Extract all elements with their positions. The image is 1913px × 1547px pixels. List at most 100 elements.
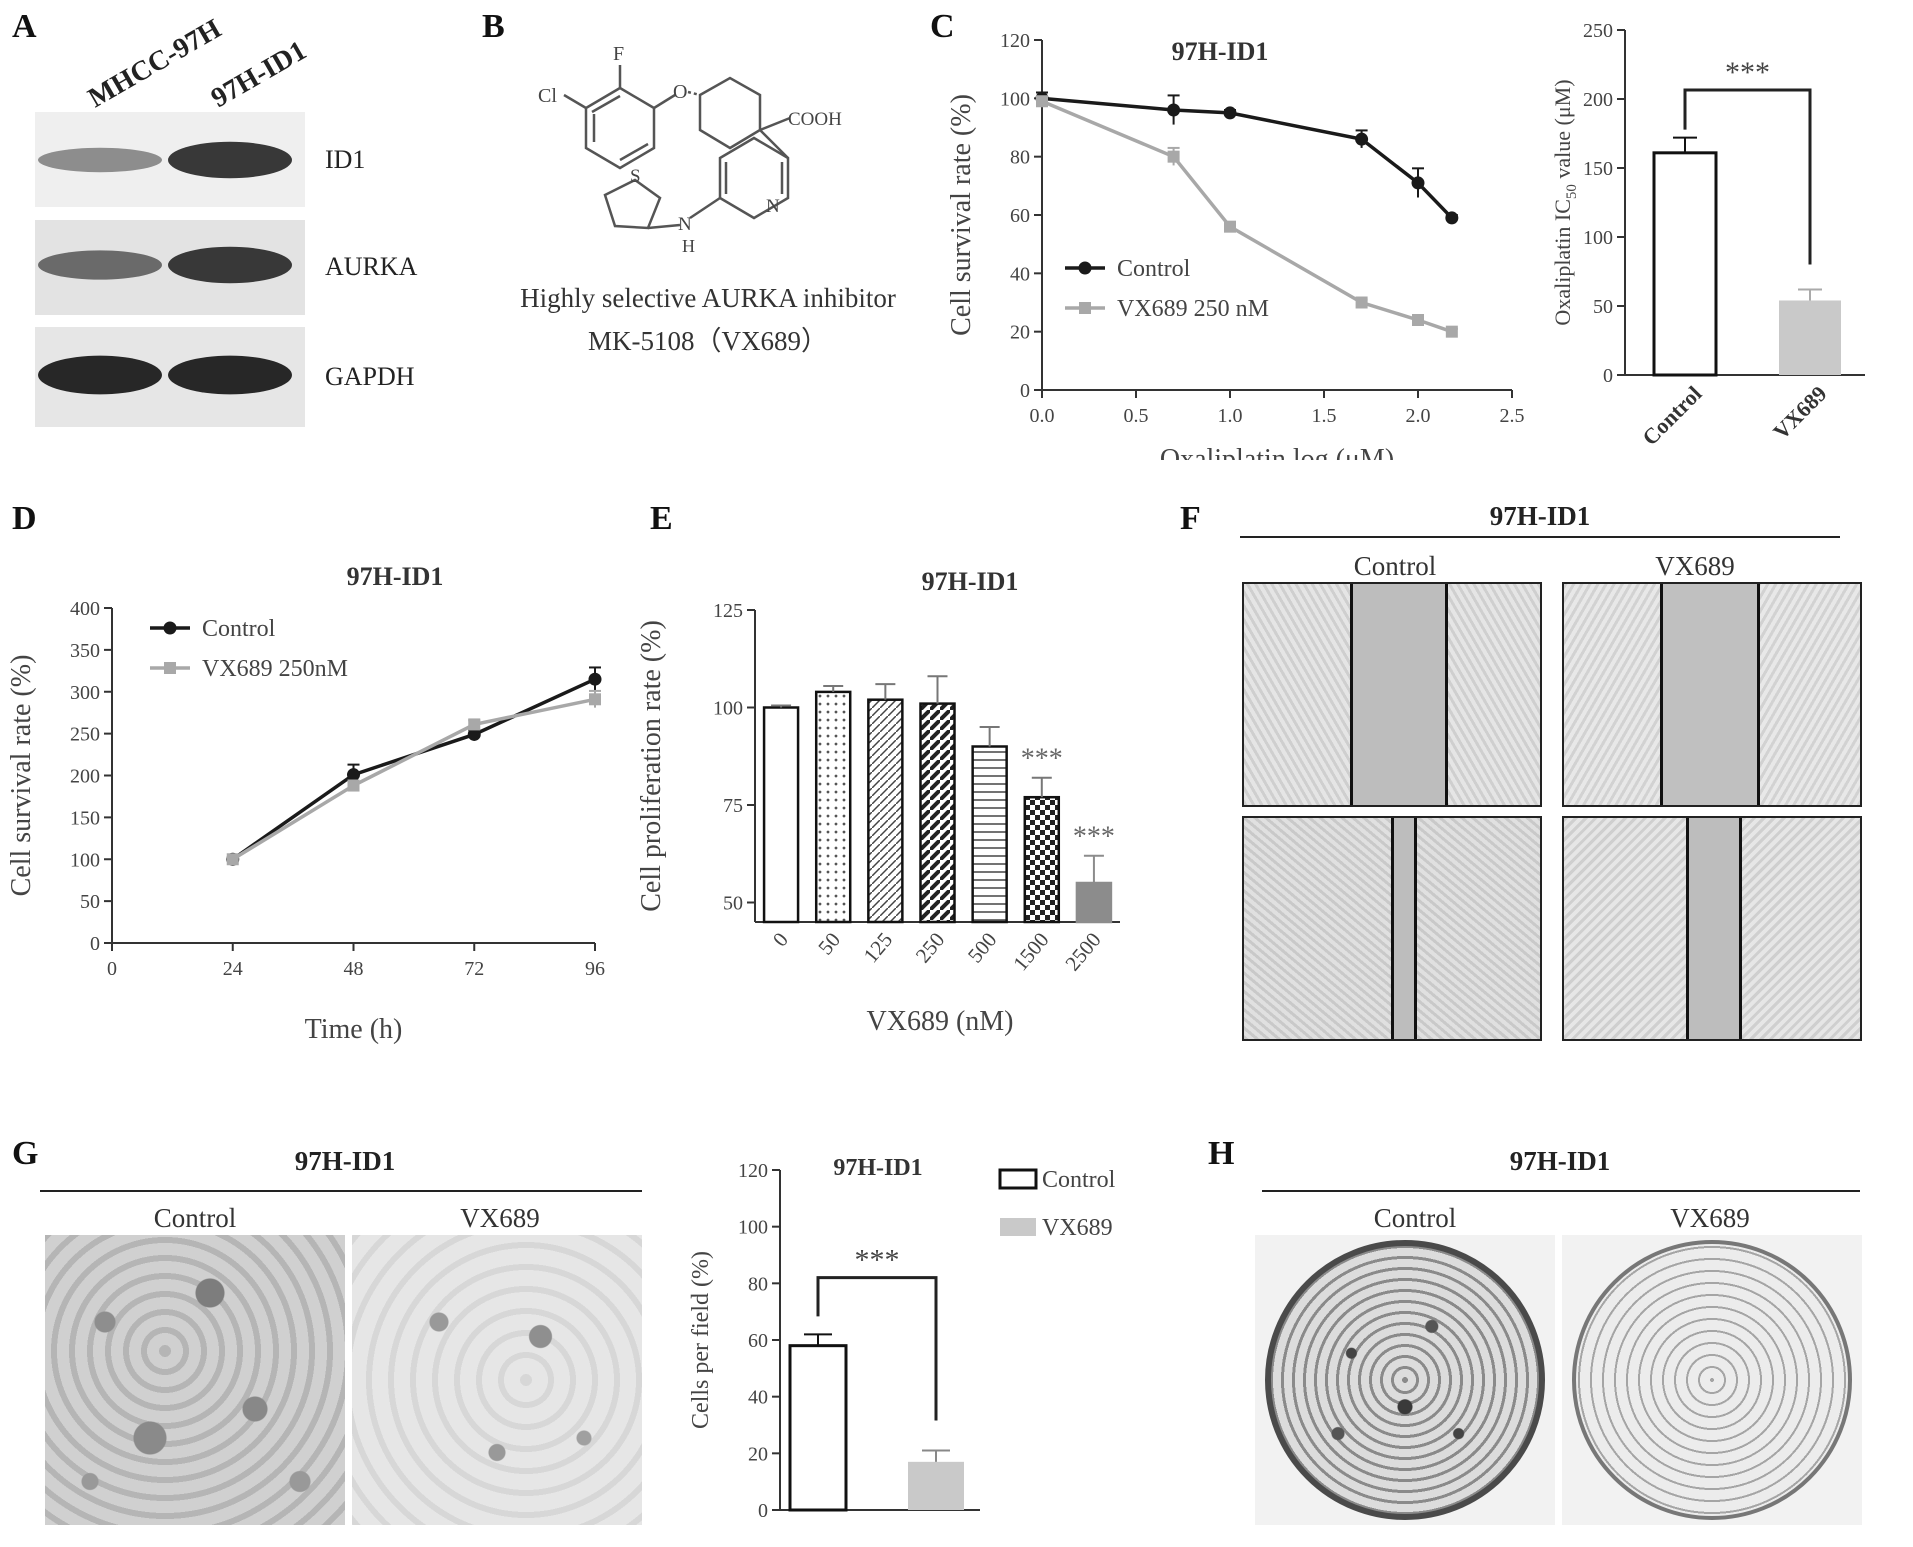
chart-d-survival-time: 0 50 100 150 200 250 300 350 400 0 24 48 72 96 Time (h… [6, 562, 605, 1045]
x-tick-label: 1500 [1008, 928, 1053, 976]
legend-label: VX689 250nM [202, 656, 348, 682]
panel-g-col-vx689: VX689 [460, 1203, 540, 1233]
x-tick-label: 0.5 [1124, 405, 1149, 427]
significance-label: *** [1073, 822, 1115, 853]
bar-0 [762, 706, 800, 924]
y-axis-label: Cells per field (%) [688, 1251, 714, 1429]
atom-h: H [682, 236, 695, 256]
x-tick-label: 500 [963, 928, 1002, 968]
y-tick-label: 100 [1583, 227, 1613, 249]
bar-500 [971, 745, 1008, 924]
bar-control [788, 1344, 848, 1512]
band-label-gapdh: GAPDH [325, 362, 415, 391]
band-label-id1: ID1 [325, 145, 365, 174]
significance-bracket [816, 1276, 938, 1421]
chart-e-proliferation: 50 75 100 125 Cell proliferation rate (%) 97H… [640, 567, 1120, 1037]
y-tick-label: 20 [1010, 322, 1030, 344]
colony-plate-vx689 [1562, 1235, 1862, 1525]
panel-f-col-control: Control [1354, 551, 1437, 581]
atom-n-amine: N [678, 214, 692, 235]
x-tick-label: 2500 [1060, 928, 1105, 976]
chart-title: 97H-ID1 [833, 1155, 922, 1181]
blot-band-aurka-lane2 [168, 246, 292, 284]
data-point [226, 853, 239, 866]
y-tick-label: 100 [713, 698, 743, 720]
y-tick-label: 250 [70, 724, 100, 746]
bar-vx689 [1779, 300, 1841, 375]
y-tick-label: 0 [90, 933, 100, 955]
x-tick-label: 250 [911, 928, 950, 968]
transwell-control [45, 1235, 345, 1525]
bar-1500 [1023, 795, 1061, 924]
bar-control [1652, 151, 1718, 377]
y-tick-label: 0 [1603, 365, 1613, 387]
transwell-vx689 [352, 1235, 642, 1525]
bar-2500 [1075, 881, 1113, 924]
panel-h-col-control: Control [1374, 1203, 1457, 1233]
y-tick-label: 75 [723, 795, 743, 817]
data-point [468, 718, 481, 731]
blot-band-id1-lane1 [38, 147, 162, 173]
panel-letter-g: G [12, 1135, 39, 1172]
y-tick-label: 0 [1020, 380, 1030, 402]
panel-h-title: 97H-ID1 [1510, 1146, 1611, 1176]
panel-f-title: 97H-ID1 [1490, 501, 1591, 531]
y-tick-label: 200 [1583, 89, 1613, 111]
x-tick-label: 50 [813, 928, 845, 960]
panel-h-col-vx689: VX689 [1670, 1203, 1750, 1233]
x-tick-label: 24 [223, 958, 243, 980]
legend-marker [164, 662, 176, 674]
y-tick-label: 300 [70, 682, 100, 704]
panel-g-header: 97H-ID1 Control VX689 [40, 1146, 642, 1233]
panel-letter-c: C [930, 8, 955, 45]
x-tick-label: 125 [859, 928, 898, 968]
y-tick-label: 60 [748, 1330, 768, 1352]
y-tick-label: 40 [748, 1387, 768, 1409]
series-line-0 [231, 677, 596, 861]
y-tick-label: 100 [738, 1217, 768, 1239]
wound-vx689-0h [1562, 582, 1862, 807]
x-tick-label: 2.5 [1500, 405, 1525, 427]
compound-caption-2: MK-5108（VX689） [588, 326, 828, 356]
y-tick-label: 80 [748, 1273, 768, 1295]
legend-swatch-vx689 [1000, 1218, 1036, 1236]
panel-letter-b: B [482, 8, 505, 45]
significance-label: *** [855, 1244, 900, 1277]
panel-f-col-vx689: VX689 [1655, 551, 1735, 581]
x-tick-label: 72 [464, 958, 484, 980]
significance-label: *** [1725, 56, 1770, 89]
legend-swatch-control [998, 1168, 1038, 1190]
series-line-0 [1041, 96, 1454, 220]
chart-g-cells-per-field: 0 20 40 60 80 100 120 Cells per field (%) 97H-ID… [688, 1155, 1116, 1522]
y-tick-label: 100 [70, 849, 100, 871]
data-point [1223, 106, 1237, 120]
panel-g-title: 97H-ID1 [295, 1146, 396, 1176]
x-axis-label: Time (h) [305, 1014, 403, 1045]
y-tick-label: 150 [1583, 158, 1613, 180]
bar-vx689 [908, 1461, 964, 1510]
legend-label: Control [1117, 256, 1191, 282]
y-axis-label: Cell proliferation rate (%) [640, 620, 667, 912]
y-tick-label: 125 [713, 600, 743, 622]
y-axis-label: Cell survival rate (%) [946, 94, 977, 336]
y-axis-label: Oxaliplatin IC50 value (μM) [1550, 79, 1580, 325]
data-point [1355, 132, 1369, 146]
x-tick-label: 2.0 [1406, 405, 1431, 427]
legend-marker [1079, 302, 1091, 314]
data-point [1167, 150, 1180, 163]
wound-control-48h [1242, 816, 1542, 1041]
data-point [347, 779, 360, 792]
panel-h-header: 97H-ID1 Control VX689 [1262, 1146, 1860, 1233]
x-tick-label: 48 [344, 958, 364, 980]
x-tick-label: 0 [107, 958, 117, 980]
chart-title: 97H-ID1 [347, 562, 444, 591]
data-point [467, 727, 481, 741]
panel-letter-a: A [12, 8, 37, 45]
data-point [1445, 325, 1458, 338]
western-blot: MHCC-97H 97H-ID1 ID1 AURKA GAPDH [35, 13, 418, 427]
y-tick-label: 50 [80, 891, 100, 913]
legend-label: Control [202, 616, 276, 642]
data-point [1355, 296, 1368, 309]
colony-plate-control [1255, 1235, 1555, 1525]
y-tick-label: 50 [1593, 296, 1613, 318]
